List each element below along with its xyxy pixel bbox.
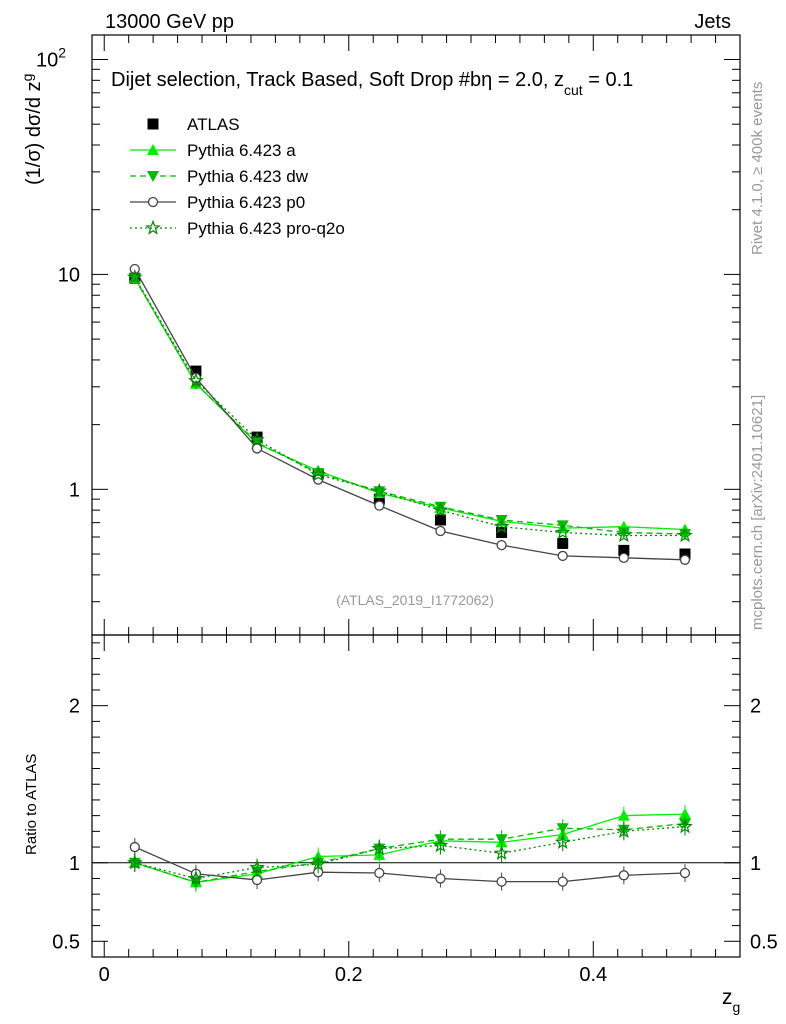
ratio-line-3 — [134, 846, 686, 883]
legend-marker — [145, 219, 161, 235]
data-point-main — [432, 501, 449, 517]
legend-marker — [147, 118, 159, 130]
data-point-ratio — [554, 834, 571, 850]
header-left: 13000 GeV pp — [105, 11, 234, 33]
data-point-main — [554, 524, 571, 540]
data-point-main — [496, 539, 507, 551]
side-label-mcplots: mcplots.cern.ch [arXiv:2401.10621] — [749, 395, 766, 630]
legend-marker — [147, 144, 159, 155]
data-point-main — [679, 548, 691, 560]
ratio-line-2 — [134, 822, 686, 884]
data-point-main — [374, 500, 385, 511]
y-tick-label-ratio-right: 0.5 — [750, 931, 778, 953]
data-point-main — [496, 526, 508, 538]
data-point-main — [251, 443, 263, 454]
series-line-4 — [134, 276, 685, 537]
data-point-ratio — [432, 837, 449, 853]
data-point-main — [678, 528, 691, 540]
data-point-main — [434, 501, 447, 513]
data-point-ratio — [556, 823, 569, 835]
data-point-ratio — [678, 808, 691, 820]
data-point-ratio — [493, 845, 510, 861]
data-point-main — [126, 269, 143, 284]
data-point-main — [679, 554, 691, 565]
y-tick-label-ratio: 0.5 — [52, 931, 80, 953]
x-tick-label: 0.4 — [579, 964, 607, 986]
y-tick-label-ratio-right: 1 — [750, 853, 761, 875]
header-right: Jets — [694, 11, 731, 33]
data-point-main — [249, 431, 265, 447]
legend-label: Pythia 6.423 p0 — [187, 193, 305, 212]
data-point-main — [188, 372, 204, 388]
series-line-3 — [134, 268, 686, 561]
x-tick-label: 0 — [99, 964, 110, 986]
y-tick-label-ratio: 2 — [69, 696, 80, 718]
y-tick-label-ratio: 1 — [69, 853, 80, 875]
data-point-ratio — [251, 874, 263, 886]
data-point-main — [129, 263, 140, 275]
legend-label: Pythia 6.423 dw — [187, 167, 309, 186]
legend-marker — [147, 171, 159, 182]
analysis-watermark: (ATLAS_2019_I1772062) — [336, 592, 494, 608]
data-point-main — [128, 273, 141, 285]
data-point-main — [616, 527, 632, 543]
ratio-line-4 — [134, 825, 686, 880]
data-point-ratio — [435, 873, 446, 884]
data-point-main — [677, 527, 693, 543]
data-point-main — [493, 518, 510, 534]
legend-label: ATLAS — [187, 115, 240, 134]
data-point-ratio — [310, 856, 327, 872]
legend-label: Pythia 6.423 pro-q2o — [187, 219, 345, 238]
data-point-main — [434, 514, 446, 526]
legend-label: Pythia 6.423 a — [187, 141, 296, 160]
data-point-ratio — [679, 867, 691, 879]
ratio-y-label: Ratio to ATLAS — [23, 754, 40, 855]
plot-title: Dijet selection, Track Based, Soft Drop … — [111, 69, 633, 98]
main-y-label: (1/σ) dσ/d zg — [19, 74, 45, 185]
side-label-rivet: Rivet 4.1.0, ≥ 400k events — [749, 82, 766, 255]
series-line-2 — [134, 277, 686, 535]
data-point-ratio — [616, 822, 632, 839]
data-point-main — [310, 466, 327, 482]
data-point-ratio — [495, 834, 508, 846]
data-point-ratio — [496, 876, 507, 887]
data-point-main — [435, 525, 446, 537]
data-point-ratio — [188, 870, 204, 886]
data-point-main — [618, 544, 630, 556]
data-point-ratio — [249, 859, 265, 875]
data-point-ratio — [371, 840, 388, 856]
y-tick-label-main: 1 — [69, 479, 80, 501]
data-point-main — [557, 550, 568, 562]
data-point-ratio — [129, 841, 140, 853]
data-point-main — [617, 527, 630, 539]
legend-marker — [147, 196, 159, 208]
data-point-main — [190, 365, 202, 377]
x-axis-label: zg — [722, 986, 740, 1015]
data-point-main — [251, 431, 263, 443]
data-point-main — [371, 482, 388, 498]
x-tick-label: 0.2 — [335, 964, 363, 986]
y-tick-label-main: 10 — [58, 264, 80, 286]
data-point-main — [312, 468, 325, 480]
data-point-ratio — [126, 854, 143, 870]
ratio-panel-frame — [91, 634, 741, 958]
data-point-main — [557, 537, 569, 549]
data-point-ratio — [618, 870, 629, 881]
data-point-ratio — [617, 809, 630, 821]
y-tick-label-ratio-right: 2 — [750, 696, 761, 718]
data-point-ratio — [557, 876, 568, 887]
y-tick-label-main: 102 — [36, 44, 66, 71]
ratio-line-1 — [134, 813, 686, 884]
data-point-main — [373, 493, 385, 505]
data-point-ratio — [677, 818, 693, 834]
data-point-main — [618, 552, 629, 563]
data-point-ratio — [374, 867, 385, 879]
